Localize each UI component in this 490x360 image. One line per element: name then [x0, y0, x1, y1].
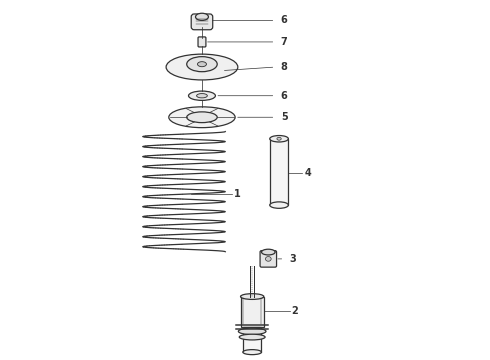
- Ellipse shape: [243, 350, 262, 355]
- Text: 6: 6: [281, 91, 288, 101]
- Text: 1: 1: [234, 189, 241, 199]
- Ellipse shape: [262, 249, 275, 255]
- Ellipse shape: [197, 62, 206, 67]
- Ellipse shape: [238, 328, 266, 334]
- Ellipse shape: [241, 294, 264, 300]
- Ellipse shape: [187, 57, 217, 72]
- Bar: [243, 327, 262, 352]
- Ellipse shape: [266, 257, 271, 261]
- Bar: [270, 139, 289, 205]
- Ellipse shape: [277, 137, 281, 140]
- Ellipse shape: [187, 112, 217, 123]
- FancyBboxPatch shape: [191, 14, 213, 30]
- Ellipse shape: [270, 202, 289, 208]
- Text: 5: 5: [281, 112, 288, 122]
- Text: 7: 7: [281, 37, 288, 47]
- Ellipse shape: [166, 54, 238, 80]
- Ellipse shape: [196, 13, 208, 21]
- Text: 8: 8: [281, 62, 288, 72]
- Ellipse shape: [270, 135, 289, 142]
- Text: 2: 2: [292, 306, 298, 316]
- FancyBboxPatch shape: [198, 37, 206, 47]
- Ellipse shape: [239, 334, 265, 340]
- Ellipse shape: [189, 91, 216, 100]
- Ellipse shape: [196, 94, 207, 98]
- Bar: [241, 297, 264, 327]
- FancyBboxPatch shape: [260, 251, 276, 267]
- Text: 3: 3: [290, 254, 296, 264]
- Text: 6: 6: [281, 15, 288, 26]
- Ellipse shape: [169, 107, 235, 128]
- Text: 4: 4: [304, 168, 311, 178]
